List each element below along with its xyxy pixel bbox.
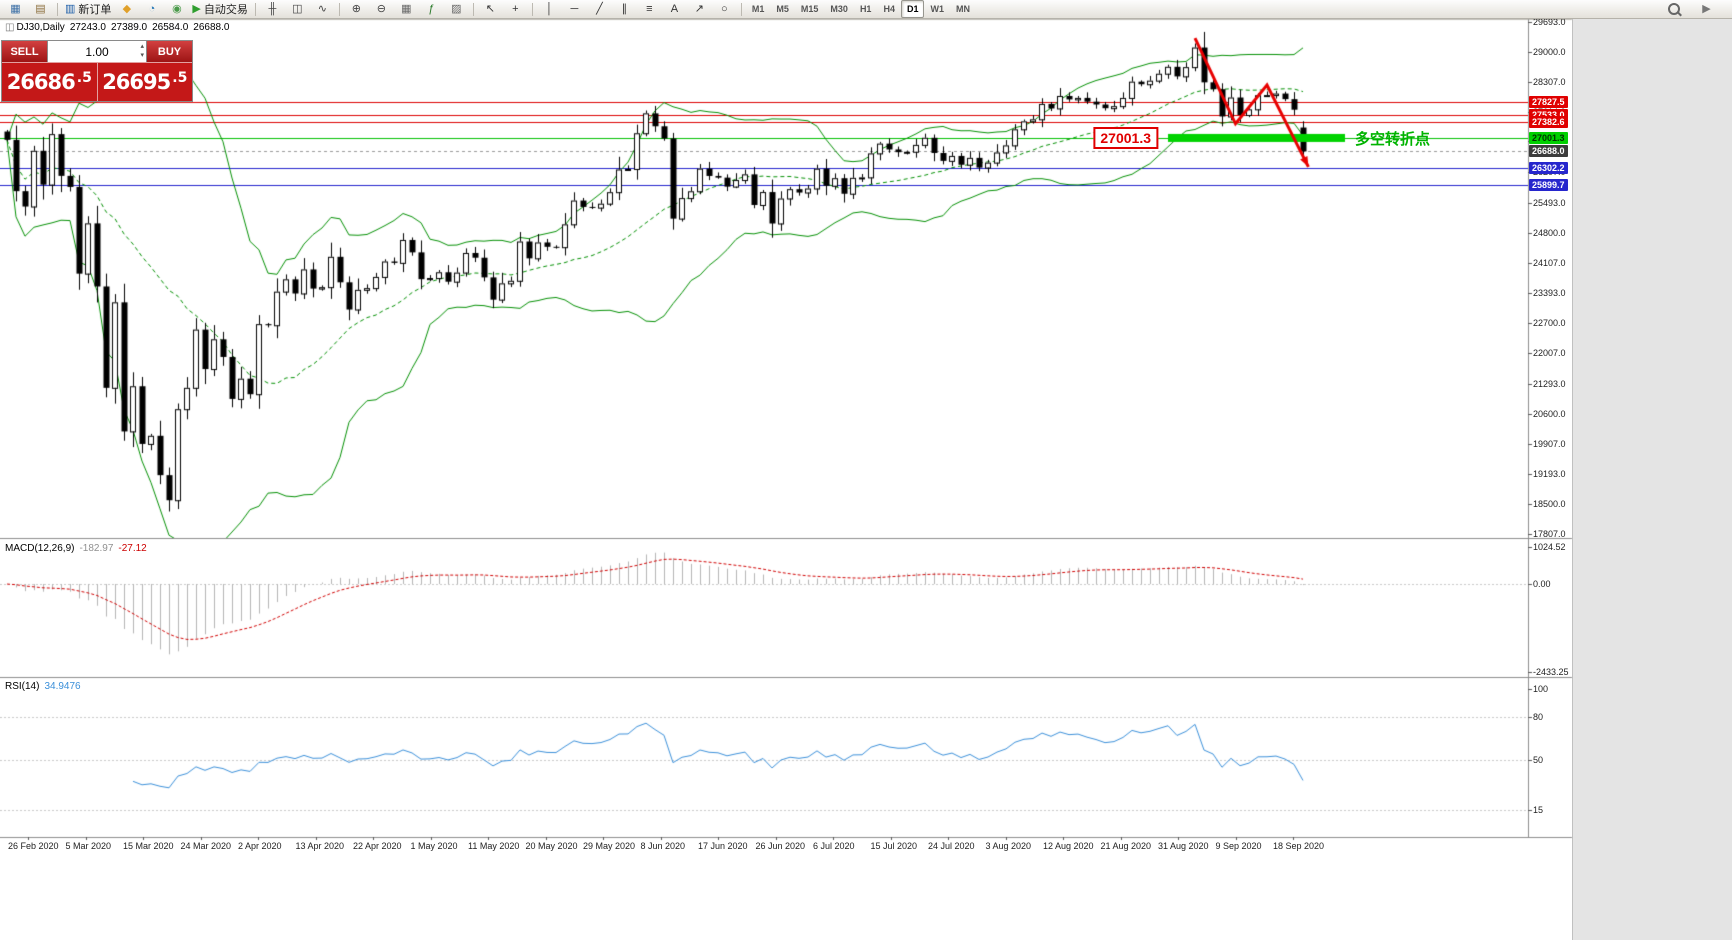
arrows-button[interactable]: ↗ [688,1,711,18]
toolbar-separator [57,2,58,16]
buy-price-frac: .5 [172,70,188,86]
panel-splitter[interactable] [0,536,1572,540]
sell-price-frac: .5 [76,70,92,86]
horizontal-line-icon: ─ [570,2,579,15]
global-variables-button[interactable]: ◉ [165,1,188,18]
pointer-icon: ▶ [1702,2,1711,15]
indicators-button[interactable]: ƒ [420,1,443,18]
profiles-icon: ▤ [35,2,46,15]
toolbar-right: ▶ [1661,1,1719,18]
toolbar-separator [531,2,533,16]
metaeditor-icon: ◆ [122,2,132,15]
shapes-icon: ○ [721,2,728,15]
timeframe-m1-button[interactable]: M1 [751,4,765,14]
vertical-line-button[interactable]: │ [538,1,561,18]
line-chart-mode-button[interactable]: ∿ [311,1,334,18]
new-order-label: 新订单 [78,4,112,16]
bar-chart-mode-button[interactable]: ╫ [261,1,284,18]
pointer-button[interactable]: ▶ [1695,1,1718,18]
metaeditor-button[interactable]: ◆ [115,1,138,18]
zoom-in-button[interactable]: ⊕ [345,1,368,18]
new-order-icon: ▥ [65,2,76,15]
toolbar-separator [338,2,340,16]
tile-windows-button[interactable]: ▦ [395,1,418,18]
buy-price-main: 26695 [102,70,171,94]
timeframe-d1-button[interactable]: D1 [900,0,925,18]
volume-down-button[interactable]: ▾ [140,52,144,59]
buy-button[interactable]: BUY [147,41,192,62]
horizontal-line-button[interactable]: ─ [563,1,586,18]
autotrading-button[interactable]: ▶ 自动交易 [190,1,249,18]
timeframe-w1-button[interactable]: W1 [930,4,944,14]
toolbar-left: ▦ ▤ ▥ 新订单 ◆ ◔ ◉ ▶ 自动交易 ╫ ◫ ∿ ⊕ ⊖ ▦ ƒ ▨ ↖ + │ ─ ╱ ∥ ≡ A ↗ ○ M1 M5 M15 M… [3,0,976,18]
new-chart-button[interactable]: ▦ [4,1,27,18]
history-center-button[interactable]: ◔ [140,1,163,18]
zoom-out-icon: ⊖ [376,2,386,15]
tile-windows-icon: ▦ [401,2,412,15]
toolbar: ▦ ▤ ▥ 新订单 ◆ ◔ ◉ ▶ 自动交易 ╫ ◫ ∿ ⊕ ⊖ ▦ ƒ ▨ ↖ + │ ─ ╱ ∥ ≡ A ↗ ○ M1 M5 M15 M… [0,0,1732,19]
timeframe-h1-button[interactable]: H1 [859,4,872,14]
vertical-line-icon: │ [545,2,553,15]
crosshair-button[interactable]: + [504,1,527,18]
search-icon [1667,3,1680,15]
equidistant-channel-icon: ∥ [621,2,628,15]
volume-up-button[interactable]: ▴ [140,43,144,50]
volume-input[interactable]: 1.00 ▴ ▾ [47,41,147,62]
global-variables-icon: ◉ [172,2,182,15]
profiles-button[interactable]: ▤ [29,1,52,18]
equidistant-channel-button[interactable]: ∥ [613,1,636,18]
toolbar-separator [472,2,474,16]
volume-value: 1.00 [85,44,109,59]
trendline-button[interactable]: ╱ [588,1,611,18]
panel-splitter[interactable] [0,675,1572,679]
cursor-icon: ↖ [485,2,495,15]
toolbar-separator [254,2,256,16]
sell-price-main: 26686 [6,70,76,94]
autotrading-icon: ▶ [192,2,201,15]
indicators-icon: ƒ [428,2,435,15]
trade-panel-price-row: 26686.5 26695.5 [2,62,192,101]
price-level-annotation[interactable]: 27001.3 [1093,126,1158,149]
shapes-button[interactable]: ○ [713,1,736,18]
candlestick-mode-icon: ◫ [292,2,303,15]
crosshair-icon: + [512,2,519,15]
autotrading-label: 自动交易 [203,4,248,16]
fibonacci-button[interactable]: ≡ [638,1,661,18]
templates-icon: ▨ [451,2,462,15]
text-label-icon: A [670,2,679,15]
arrows-icon: ↗ [694,2,704,15]
turning-point-note[interactable]: 多空转折点 [1355,130,1431,148]
bar-chart-mode-icon: ╫ [268,2,277,15]
candlestick-mode-button[interactable]: ◫ [286,1,309,18]
zoom-in-icon: ⊕ [351,2,361,15]
cursor-button[interactable]: ↖ [479,1,502,18]
zoom-out-button[interactable]: ⊖ [370,1,393,18]
trendline-icon: ╱ [596,2,603,15]
timeframe-m30-button[interactable]: M30 [830,4,848,14]
text-label-button[interactable]: A [663,1,686,18]
buy-price[interactable]: 26695.5 [98,63,193,101]
sell-price[interactable]: 26686.5 [2,63,98,101]
line-chart-mode-icon: ∿ [317,2,327,15]
sell-button[interactable]: SELL [2,41,47,62]
search-button[interactable] [1662,1,1685,18]
new-chart-icon: ▦ [10,2,21,15]
volume-spinner: ▴ ▾ [140,42,144,60]
timeframe-m15-button[interactable]: M15 [800,4,819,14]
trade-panel-header-row: SELL 1.00 ▴ ▾ BUY [2,41,192,62]
history-center-icon: ◔ [148,2,156,15]
timeframe-h4-button[interactable]: H4 [883,4,895,14]
templates-button[interactable]: ▨ [445,1,468,18]
fibonacci-icon: ≡ [646,2,653,15]
panel-splitter[interactable] [0,835,1572,839]
timeframe-mn-button[interactable]: MN [955,4,970,14]
one-click-trading-panel: SELL 1.00 ▴ ▾ BUY 26686.5 26695.5 [1,40,193,102]
new-order-button[interactable]: ▥ 新订单 [63,1,113,18]
toolbar-separator [740,2,742,16]
timeframe-m5-button[interactable]: M5 [776,4,789,14]
